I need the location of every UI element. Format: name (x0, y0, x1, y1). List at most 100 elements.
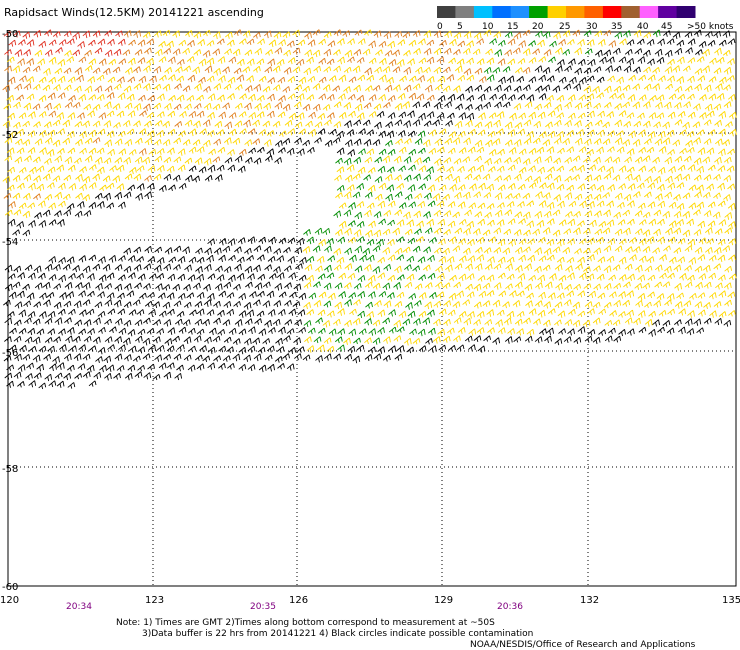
wind-barb (462, 227, 471, 236)
wind-barb (217, 94, 225, 102)
wind-barb (554, 104, 563, 112)
wind-barb (637, 112, 645, 120)
wind-barb (277, 111, 286, 118)
wind-barb (442, 335, 451, 343)
wind-barb (556, 256, 565, 264)
wind-barb (563, 83, 572, 91)
wind-barb (547, 308, 556, 315)
wind-barb (33, 193, 41, 200)
wind-barb (502, 247, 511, 255)
wind-barb (214, 174, 223, 182)
wind-barb (44, 102, 52, 111)
wind-barb (602, 227, 611, 235)
wind-barb (12, 192, 21, 200)
wind-barb (666, 327, 675, 335)
wind-barb (234, 246, 242, 254)
wind-barb (677, 256, 686, 264)
wind-barb (433, 30, 442, 38)
wind-barb (476, 38, 484, 45)
wind-barb (334, 282, 343, 290)
wind-barb (344, 139, 353, 148)
wind-barb (407, 310, 416, 319)
wind-barb (547, 254, 555, 262)
wind-barb (626, 309, 634, 317)
wind-barb (326, 345, 335, 353)
wind-barb (665, 227, 673, 236)
wind-barb (594, 210, 602, 218)
wind-barb (417, 147, 426, 155)
wind-barb (149, 75, 157, 84)
wind-barb (593, 283, 602, 291)
wind-barb (642, 155, 651, 163)
wind-barb (542, 139, 551, 147)
wind-barb (232, 338, 241, 345)
wind-barb (366, 311, 375, 319)
wind-barb (402, 101, 411, 109)
wind-barb (403, 50, 411, 57)
wind-barb (44, 318, 53, 325)
wind-barb (498, 76, 506, 85)
wind-barb (228, 128, 237, 136)
wind-barb (38, 95, 47, 103)
wind-barb (412, 245, 421, 253)
wind-barb (183, 336, 192, 344)
wind-barb (78, 94, 87, 102)
wind-barb (442, 247, 450, 255)
wind-barb (207, 292, 215, 301)
wind-barb (53, 301, 62, 309)
wind-barb (582, 319, 591, 328)
lat-label: -60 (2, 582, 18, 593)
wind-barb (714, 317, 723, 326)
wind-barb (26, 362, 34, 370)
wind-barb (144, 137, 153, 146)
wind-barb (162, 83, 171, 92)
wind-barb (629, 254, 637, 262)
wind-barb (282, 31, 291, 39)
wind-barb (187, 40, 195, 48)
wind-barb (693, 137, 701, 145)
wind-barb (62, 119, 71, 128)
wind-barb (599, 56, 607, 64)
wind-barb (553, 119, 562, 127)
wind-barb (452, 301, 461, 309)
wind-barb (534, 247, 543, 255)
wind-barb (506, 310, 515, 319)
wind-barb (423, 211, 431, 219)
wind-barb (72, 335, 81, 343)
wind-barb (262, 86, 271, 93)
wind-barb (3, 193, 12, 200)
wind-barb (452, 49, 461, 56)
wind-barb (162, 139, 171, 147)
wind-barb (14, 156, 23, 164)
wind-barb (3, 103, 12, 110)
wind-barb (368, 94, 377, 102)
wind-barb (379, 74, 387, 83)
wind-barb (159, 74, 167, 82)
wind-barb (667, 111, 676, 119)
wind-barb (638, 165, 647, 173)
wind-barb (144, 191, 153, 199)
wind-barb (564, 119, 572, 128)
wind-barb (513, 229, 522, 237)
wind-barb (132, 299, 141, 306)
wind-barb (432, 119, 441, 127)
wind-barb (408, 164, 416, 172)
wind-barb (417, 130, 426, 138)
wind-barb (674, 301, 683, 309)
wind-barb (434, 84, 443, 91)
wind-barb (182, 85, 191, 92)
wind-barb (494, 192, 503, 200)
wind-barb (303, 67, 312, 76)
wind-barb (448, 57, 456, 65)
wind-barb (509, 112, 517, 121)
wind-barb (676, 182, 685, 189)
wind-barb (264, 319, 272, 328)
wind-barb (607, 237, 616, 246)
wind-barb (618, 274, 627, 282)
wind-barb (636, 182, 645, 190)
wind-barb (262, 281, 271, 288)
wind-barb (623, 227, 631, 236)
wind-barb (6, 147, 15, 155)
wind-barb (387, 292, 395, 300)
wind-barb (638, 74, 647, 82)
